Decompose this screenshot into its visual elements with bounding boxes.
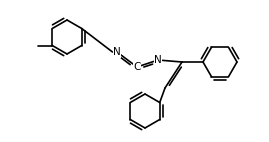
Text: N: N (154, 55, 162, 65)
Text: C: C (133, 62, 141, 72)
Text: N: N (113, 47, 121, 57)
